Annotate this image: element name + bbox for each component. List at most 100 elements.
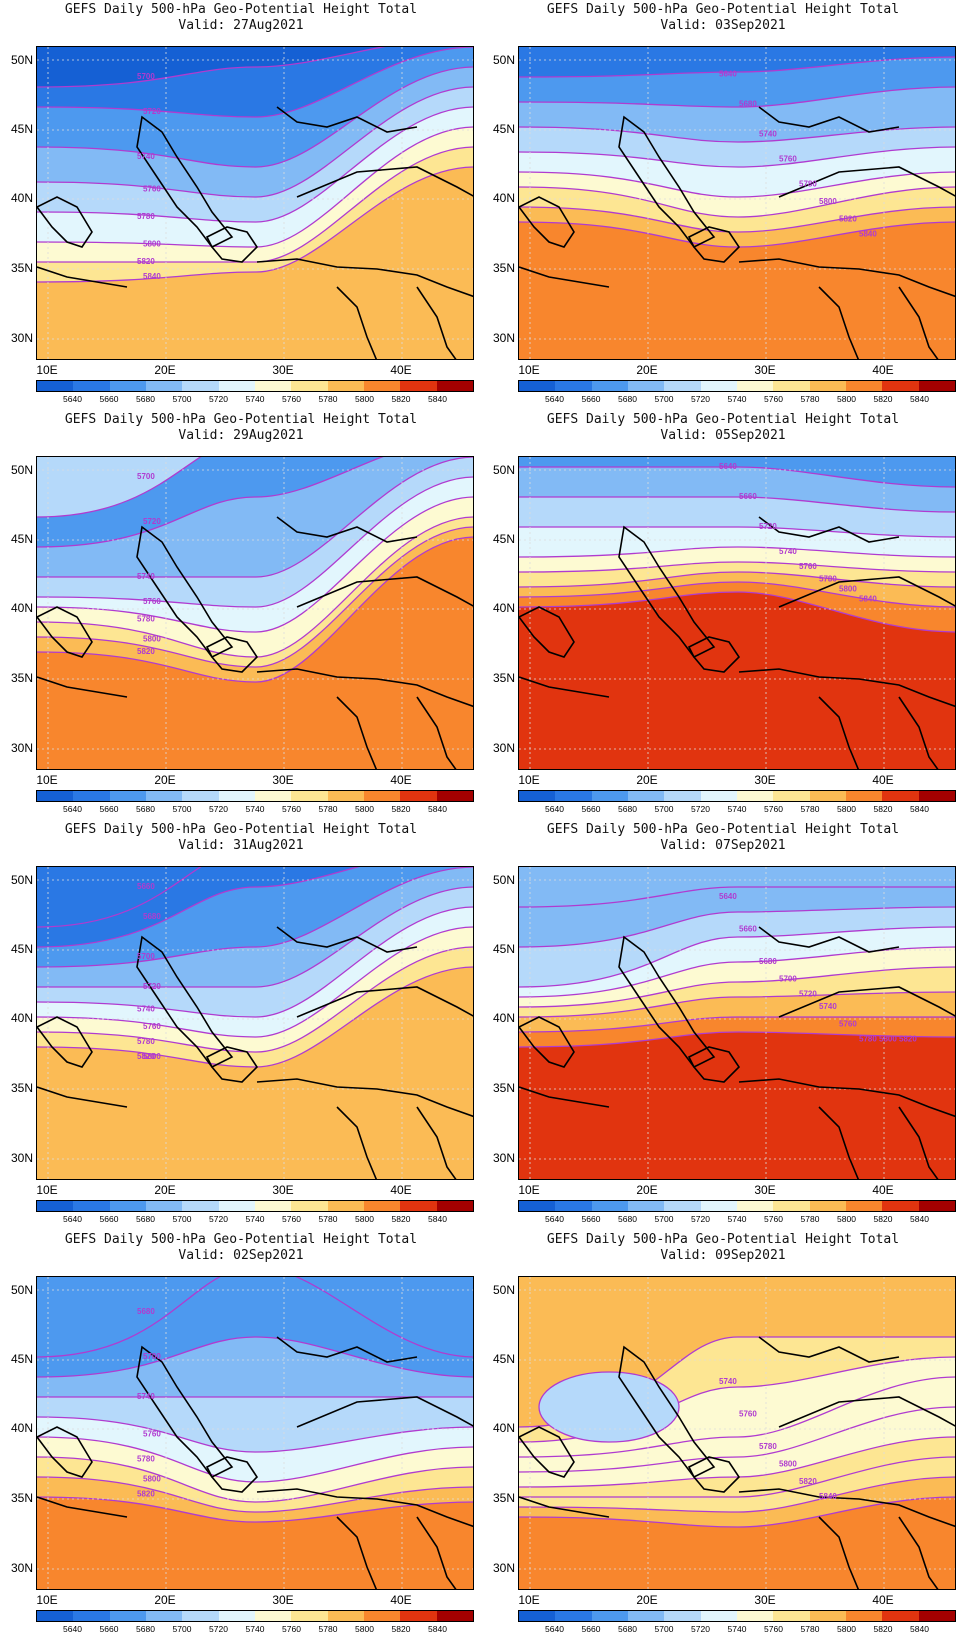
contour-label: 5780 [819, 575, 837, 584]
colorbar [36, 1610, 474, 1622]
colorbar-swatch [736, 791, 774, 801]
colorbar-label: 5840 [910, 1214, 929, 1224]
contour-label: 5680 [759, 957, 777, 966]
coastline [136, 935, 234, 1069]
colorbar-swatch [700, 1611, 737, 1621]
coastline [519, 676, 610, 698]
colorbar-swatch [845, 791, 883, 801]
colorbar [518, 790, 956, 802]
colorbar-swatch [882, 1611, 919, 1621]
colorbar-label: 5700 [172, 1214, 192, 1224]
isoline [519, 1456, 955, 1498]
coastline [818, 286, 860, 359]
colorbar-swatch [182, 1201, 219, 1211]
colorbar-label: 5640 [545, 1624, 564, 1634]
panel-valid-date: Valid: 05Sep2021 [660, 428, 786, 443]
latitude-tick-label: 40N [10, 191, 33, 205]
coastline [519, 266, 610, 288]
colorbar-label: 5660 [99, 804, 119, 814]
colorbar-swatch [664, 1611, 701, 1621]
isoline [37, 457, 384, 548]
colorbar [518, 1200, 956, 1212]
colorbar-label: 5680 [618, 1624, 637, 1634]
coastline [296, 986, 473, 1018]
coastline [898, 696, 939, 769]
coastline [758, 1336, 900, 1363]
contour-label: 5780 [137, 212, 155, 221]
map-panel: GEFS Daily 500-hPa Geo-Potential Height … [482, 0, 964, 410]
colorbar-label: 5840 [428, 1624, 447, 1634]
colorbar-swatch [109, 1201, 146, 1211]
height-band [37, 537, 473, 769]
coastline [37, 1086, 128, 1108]
isoline [37, 457, 473, 578]
longitude-tick-label: 30E [272, 363, 294, 377]
colorbar-swatch [182, 1611, 219, 1621]
isoline [519, 1376, 955, 1458]
coastline [276, 516, 418, 543]
height-band [37, 967, 473, 1179]
height-field-map: 5680 5700 5740 5760 5780 5800 5820 [36, 1276, 474, 1590]
colorbar-label: 5820 [873, 1624, 893, 1634]
colorbar-swatch [73, 381, 110, 391]
coastline [519, 1426, 575, 1478]
colorbar-label: 5780 [800, 394, 820, 404]
panel-valid-date: Valid: 31Aug2021 [178, 838, 304, 853]
colorbar-swatch [773, 381, 810, 391]
contour-label: 5780 [859, 1035, 877, 1044]
contour-label: 5660 [739, 492, 757, 501]
colorbar-swatch [291, 1611, 328, 1621]
low-center-closed-isoline [538, 1371, 680, 1443]
coastline [416, 696, 457, 769]
isoline [519, 526, 955, 538]
isoline [37, 867, 360, 948]
contour-label: 5840 [859, 595, 877, 604]
isoline [37, 1416, 473, 1453]
isoline [37, 106, 473, 223]
contour-label: 5720 [799, 990, 817, 999]
latitude-tick-label: 40N [492, 601, 515, 615]
isoline [37, 457, 202, 518]
colorbar-label: 5780 [800, 1624, 820, 1634]
colorbar-swatch [736, 381, 774, 391]
isoline [37, 146, 473, 263]
colorbar-swatch [519, 1611, 556, 1621]
coastline [687, 1456, 741, 1493]
latitude-tick-label: 35N [10, 261, 33, 275]
coastline [618, 525, 716, 659]
contour-label: 5760 [779, 155, 797, 164]
longitude-tick-label: 10E [518, 363, 540, 377]
coastline [758, 516, 900, 543]
colorbar-label: 5680 [618, 1214, 637, 1224]
panel-valid-date: Valid: 03Sep2021 [660, 18, 786, 33]
coastline [416, 1106, 457, 1179]
latitude-tick-label: 30N [10, 1151, 33, 1165]
height-band [519, 1032, 955, 1179]
colorbar-swatch [363, 791, 401, 801]
contour-label: 5740 [137, 1005, 155, 1014]
colorbar-swatch [400, 791, 437, 801]
colorbar-label: 5840 [428, 804, 447, 814]
panel-valid-date: Valid: 02Sep2021 [178, 1248, 304, 1263]
panel-title: GEFS Daily 500-hPa Geo-Potential Height … [546, 1232, 900, 1247]
colorbar-swatch [73, 1201, 110, 1211]
colorbar-label: 5740 [727, 394, 747, 404]
latitude-tick-label: 45N [492, 122, 515, 136]
colorbar-swatch [809, 381, 846, 391]
colorbar-label: 5820 [391, 804, 411, 814]
isoline [37, 126, 473, 248]
contour-label: 5760 [143, 185, 161, 194]
coastline [205, 636, 259, 673]
panel-valid-date: Valid: 27Aug2021 [178, 18, 304, 33]
contour-label: 5740 [719, 1377, 737, 1386]
longitude-tick-label: 10E [36, 1183, 58, 1197]
coastline [336, 1106, 378, 1179]
colorbar-swatch [627, 381, 665, 391]
contour-label: 5760 [839, 1020, 857, 1029]
latitude-tick-label: 30N [492, 1151, 515, 1165]
colorbar-label: 5820 [873, 804, 893, 814]
latitude-tick-label: 45N [492, 532, 515, 546]
latitude-tick-label: 40N [10, 1421, 33, 1435]
coastline [256, 1078, 473, 1118]
